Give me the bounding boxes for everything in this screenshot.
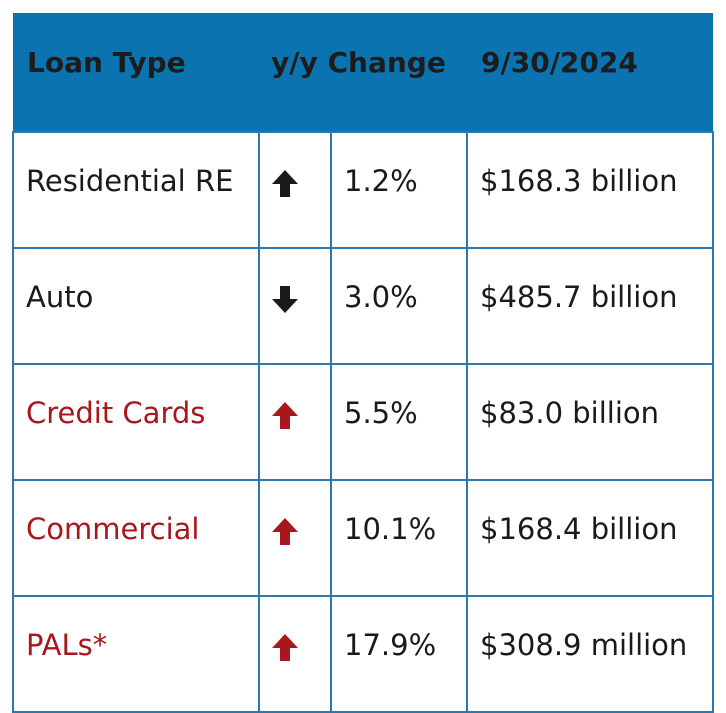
amount-cell: $168.4 billion	[466, 479, 715, 597]
direction-cell	[258, 595, 332, 713]
direction-cell	[258, 247, 332, 365]
amount-cell: $83.0 billion	[466, 363, 715, 481]
table-row: Credit Cards 5.5% $83.0 billion	[12, 363, 715, 481]
header-yy-change: y/y Change	[259, 13, 468, 132]
arrow-up-icon	[270, 632, 300, 662]
table-row: PALs* 17.9% $308.9 million	[12, 595, 715, 713]
amount-cell: $485.7 billion	[466, 247, 715, 365]
direction-cell	[258, 363, 332, 481]
loan-type-cell: PALs*	[12, 595, 260, 713]
direction-cell	[258, 131, 332, 249]
loan-table: Loan Type y/y Change 9/30/2024 Residenti…	[12, 13, 715, 713]
change-cell: 5.5%	[329, 363, 469, 481]
loan-type-cell: Commercial	[12, 479, 260, 597]
change-cell: 3.0%	[329, 247, 469, 365]
direction-cell	[258, 479, 332, 597]
header-row: Loan Type y/y Change 9/30/2024	[13, 13, 714, 132]
table-row: Residential RE 1.2% $168.3 billion	[12, 131, 715, 249]
change-cell: 10.1%	[329, 479, 469, 597]
table-row: Auto 3.0% $485.7 billion	[12, 247, 715, 365]
loan-type-cell: Residential RE	[12, 131, 260, 249]
change-cell: 17.9%	[329, 595, 469, 713]
header-loan-type: Loan Type	[13, 13, 259, 132]
amount-cell: $308.9 million	[466, 595, 715, 713]
arrow-down-icon	[270, 284, 300, 314]
loan-type-cell: Credit Cards	[12, 363, 260, 481]
change-cell: 1.2%	[329, 131, 469, 249]
table-row: Commercial 10.1% $168.4 billion	[12, 479, 715, 597]
arrow-up-icon	[270, 168, 300, 198]
amount-cell: $168.3 billion	[466, 131, 715, 249]
loan-type-cell: Auto	[12, 247, 260, 365]
header-date: 9/30/2024	[467, 13, 714, 132]
arrow-up-icon	[270, 516, 300, 546]
arrow-up-icon	[270, 400, 300, 430]
